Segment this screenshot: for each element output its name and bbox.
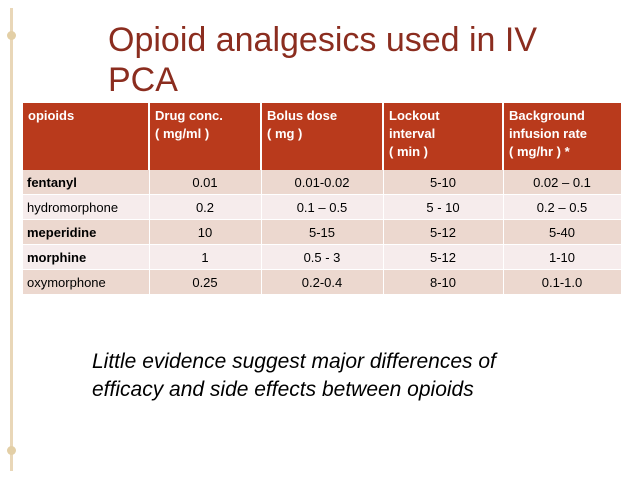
cell-opioid-name: meperidine <box>23 219 150 245</box>
cell-infusion: 0.2 – 0.5 <box>503 194 622 220</box>
table-row: hydromorphone 0.2 0.1 – 0.5 5 - 10 0.2 –… <box>23 194 622 220</box>
cell-drug-conc: 1 <box>149 244 262 270</box>
decorative-dot <box>7 446 16 455</box>
cell-lockout: 5 - 10 <box>383 194 504 220</box>
header-line: opioids <box>28 108 75 123</box>
column-header-opioids: opioids <box>23 103 150 170</box>
cell-lockout: 5-12 <box>383 219 504 245</box>
column-header-lockout-interval: Lockout interval ( min ) <box>383 103 504 170</box>
summary-note-line: Little evidence suggest major difference… <box>92 350 496 373</box>
column-header-bolus-dose: Bolus dose ( mg ) <box>261 103 384 170</box>
table-header-row: opioids Drug conc. ( mg/ml ) Bolus dose … <box>23 103 621 170</box>
cell-infusion: 0.1-1.0 <box>503 269 622 295</box>
header-line: Drug conc. <box>155 108 223 123</box>
cell-opioid-name: hydromorphone <box>23 194 150 220</box>
header-line: Bolus dose <box>267 108 338 123</box>
table-row: fentanyl 0.01 0.01-0.02 5-10 0.02 – 0.1 <box>23 170 622 195</box>
cell-infusion: 0.02 – 0.1 <box>503 170 622 195</box>
table-row: oxymorphone 0.25 0.2-0.4 8-10 0.1-1.0 <box>23 269 622 295</box>
column-header-background-infusion: Background infusion rate ( mg/hr ) * <box>503 103 621 170</box>
header-line: interval <box>389 126 436 141</box>
decorative-border-line <box>10 8 13 471</box>
slide-title: Opioid analgesics used in IV PCA <box>108 20 608 100</box>
header-line: infusion rate <box>509 126 588 141</box>
cell-drug-conc: 0.01 <box>149 170 262 195</box>
opioid-table: opioids Drug conc. ( mg/ml ) Bolus dose … <box>23 103 622 295</box>
cell-drug-conc: 10 <box>149 219 262 245</box>
cell-drug-conc: 0.2 <box>149 194 262 220</box>
slide-title-line: PCA <box>108 61 178 99</box>
cell-opioid-name: oxymorphone <box>23 269 150 295</box>
cell-drug-conc: 0.25 <box>149 269 262 295</box>
cell-bolus-dose: 0.5 - 3 <box>261 244 384 270</box>
table-row: morphine 1 0.5 - 3 5-12 1-10 <box>23 244 622 270</box>
decorative-dot <box>7 31 16 40</box>
cell-opioid-name: fentanyl <box>23 170 150 195</box>
cell-bolus-dose: 5-15 <box>261 219 384 245</box>
column-header-drug-conc: Drug conc. ( mg/ml ) <box>149 103 262 170</box>
header-line: ( mg/hr ) * <box>509 144 570 159</box>
cell-infusion: 1-10 <box>503 244 622 270</box>
header-line: ( mg/ml ) <box>155 126 210 141</box>
table-row: meperidine 10 5-15 5-12 5-40 <box>23 219 622 245</box>
cell-lockout: 5-10 <box>383 170 504 195</box>
header-line: Lockout <box>389 108 440 123</box>
slide-title-line: Opioid analgesics used in IV <box>108 21 538 59</box>
cell-lockout: 5-12 <box>383 244 504 270</box>
cell-lockout: 8-10 <box>383 269 504 295</box>
cell-opioid-name: morphine <box>23 244 150 270</box>
summary-note-line: efficacy and side effects between opioid… <box>92 378 474 401</box>
header-line: ( min ) <box>389 144 428 159</box>
summary-note: Little evidence suggest major difference… <box>92 348 592 404</box>
cell-bolus-dose: 0.1 – 0.5 <box>261 194 384 220</box>
cell-bolus-dose: 0.01-0.02 <box>261 170 384 195</box>
header-line: Background <box>509 108 585 123</box>
cell-bolus-dose: 0.2-0.4 <box>261 269 384 295</box>
cell-infusion: 5-40 <box>503 219 622 245</box>
header-line: ( mg ) <box>267 126 303 141</box>
